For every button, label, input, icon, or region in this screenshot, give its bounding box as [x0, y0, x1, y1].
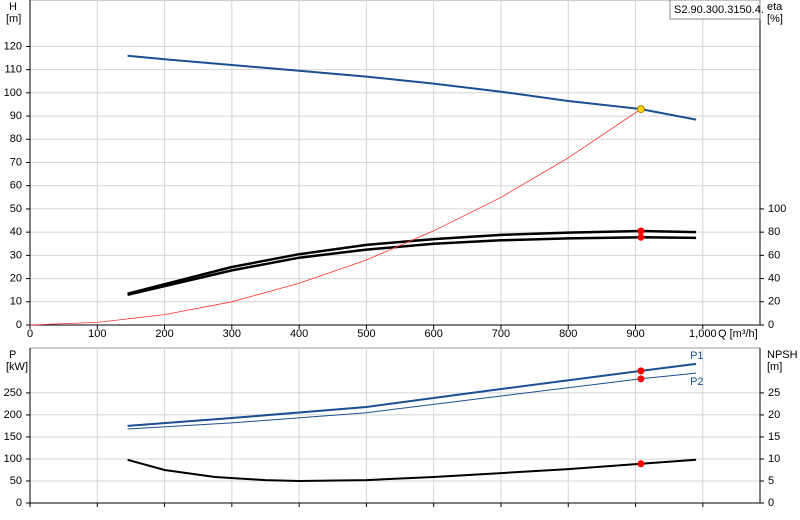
x-tick-label: 500 — [357, 328, 375, 340]
chart-title: S2.90.300.3150.4. — [674, 4, 764, 16]
title-box — [669, 0, 761, 20]
x-tick-label: 100 — [88, 328, 106, 340]
y-axis-unit: [m] — [6, 13, 21, 25]
y-tick-label: 150 — [4, 431, 22, 443]
y-tick-label: 60 — [10, 180, 22, 192]
y2-tick-label: 60 — [768, 249, 780, 261]
y-tick-label: 50 — [10, 203, 22, 215]
series-label: P2 — [690, 376, 703, 388]
duty-point — [637, 233, 645, 241]
y-tick-label: 10 — [10, 296, 22, 308]
y2-tick-label: 10 — [768, 453, 780, 465]
y2-axis-label: eta — [767, 1, 783, 13]
y-tick-label: 40 — [10, 226, 22, 238]
x-tick-label: 400 — [290, 328, 308, 340]
y2-axis-label: NPSH — [767, 349, 798, 361]
curve — [29, 108, 642, 326]
x-tick-label: 700 — [492, 328, 510, 340]
y2-tick-label: 40 — [768, 272, 780, 284]
duty-point — [636, 105, 645, 114]
y2-tick-label: 0 — [768, 319, 774, 331]
y2-axis-unit: [%] — [767, 13, 783, 25]
y-tick-label: 250 — [4, 387, 22, 399]
y-tick-label: 120 — [4, 40, 22, 52]
y2-tick-label: 0 — [768, 497, 774, 509]
x-tick-label: 1,000 — [689, 328, 717, 340]
y-axis-unit: [kW] — [6, 361, 28, 373]
y-tick-label: 70 — [10, 156, 22, 168]
series-label: P1 — [690, 350, 703, 362]
y-tick-label: 200 — [4, 409, 22, 421]
y2-tick-label: 20 — [768, 296, 780, 308]
y-tick-label: 110 — [4, 64, 22, 76]
y-tick-label: 100 — [4, 453, 22, 465]
x-tick-label: 0 — [27, 328, 33, 340]
y-tick-label: 100 — [4, 87, 22, 99]
plot-area — [29, 347, 761, 504]
y2-tick-label: 20 — [768, 409, 780, 421]
x-tick-label: 300 — [223, 328, 241, 340]
y2-tick-label: 80 — [768, 226, 780, 238]
y-tick-label: 30 — [10, 249, 22, 261]
x-tick-label: 600 — [425, 328, 443, 340]
y-axis-label: P — [9, 349, 16, 361]
duty-point — [637, 375, 645, 383]
x-tick-label: 900 — [626, 328, 644, 340]
y2-tick-label: 100 — [768, 203, 786, 215]
y-tick-label: 90 — [10, 110, 22, 122]
x-axis-label: Q [m³/h] — [718, 328, 758, 340]
y-axis-label: H — [9, 1, 17, 13]
curve — [127, 229, 697, 295]
y-tick-label: 0 — [16, 319, 22, 331]
y2-tick-label: 15 — [768, 431, 780, 443]
curve — [127, 236, 697, 297]
duty-point — [637, 367, 645, 375]
duty-point — [637, 460, 645, 468]
y-tick-label: 20 — [10, 272, 22, 284]
y-tick-label: 80 — [10, 133, 22, 145]
duty-point — [637, 227, 645, 235]
y-tick-label: 50 — [10, 475, 22, 487]
x-tick-label: 200 — [155, 328, 173, 340]
curve — [127, 458, 697, 483]
y-tick-label: 0 — [16, 497, 22, 509]
curve — [127, 362, 697, 427]
y2-tick-label: 5 — [768, 475, 774, 487]
y2-tick-label: 25 — [768, 387, 780, 399]
y2-axis-unit: [m] — [767, 361, 782, 373]
curve — [127, 372, 697, 430]
curve — [127, 54, 697, 121]
x-tick-label: 800 — [559, 328, 577, 340]
